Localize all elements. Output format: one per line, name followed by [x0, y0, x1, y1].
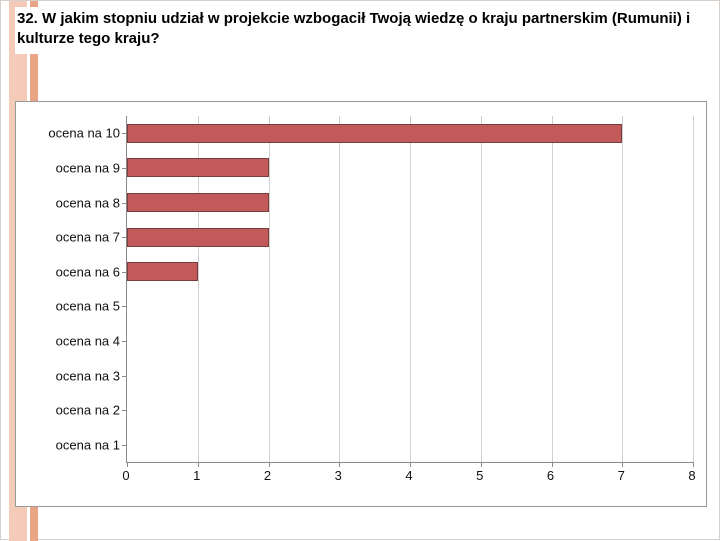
x-tick: [339, 462, 340, 467]
x-tick: [269, 462, 270, 467]
x-axis-label: 8: [682, 468, 702, 483]
bar: [127, 262, 198, 281]
y-axis-label: ocena na 10: [16, 126, 120, 141]
chart-container: 0 1 2 3 4 5 6 7 8 ocena na 10 ocena na 9 ocena na 8…: [15, 101, 707, 507]
x-axis-label: 0: [116, 468, 136, 483]
y-axis-label: ocena na 8: [16, 195, 120, 210]
x-axis-label: 4: [399, 468, 419, 483]
slide: 32. W jakim stopniu udział w projekcie w…: [0, 0, 720, 540]
y-axis-label: ocena na 9: [16, 160, 120, 175]
bar: [127, 158, 269, 177]
grid-line: [552, 116, 553, 462]
y-axis-label: ocena na 5: [16, 299, 120, 314]
y-tick: [122, 410, 127, 411]
plot-area: [126, 116, 693, 463]
y-tick: [122, 376, 127, 377]
grid-line: [693, 116, 694, 462]
x-axis-label: 7: [611, 468, 631, 483]
x-axis-label: 6: [541, 468, 561, 483]
x-tick: [481, 462, 482, 467]
x-tick: [127, 462, 128, 467]
bar: [127, 124, 622, 143]
y-axis-label: ocena na 3: [16, 368, 120, 383]
x-axis-label: 3: [328, 468, 348, 483]
grid-line: [410, 116, 411, 462]
y-axis-label: ocena na 4: [16, 333, 120, 348]
y-axis-label: ocena na 2: [16, 403, 120, 418]
x-tick: [693, 462, 694, 467]
x-tick: [622, 462, 623, 467]
bar: [127, 228, 269, 247]
slide-title: 32. W jakim stopniu udział w projekcie w…: [15, 7, 705, 54]
grid-line: [481, 116, 482, 462]
x-axis-label: 2: [258, 468, 278, 483]
grid-line: [339, 116, 340, 462]
y-tick: [122, 306, 127, 307]
x-axis-label: 5: [470, 468, 490, 483]
y-axis-label: ocena na 6: [16, 264, 120, 279]
grid-line: [269, 116, 270, 462]
y-axis-label: ocena na 1: [16, 437, 120, 452]
x-axis-label: 1: [187, 468, 207, 483]
bar: [127, 193, 269, 212]
x-tick: [552, 462, 553, 467]
y-axis-label: ocena na 7: [16, 230, 120, 245]
y-tick: [122, 341, 127, 342]
y-tick: [122, 445, 127, 446]
x-tick: [410, 462, 411, 467]
x-tick: [198, 462, 199, 467]
grid-line: [622, 116, 623, 462]
